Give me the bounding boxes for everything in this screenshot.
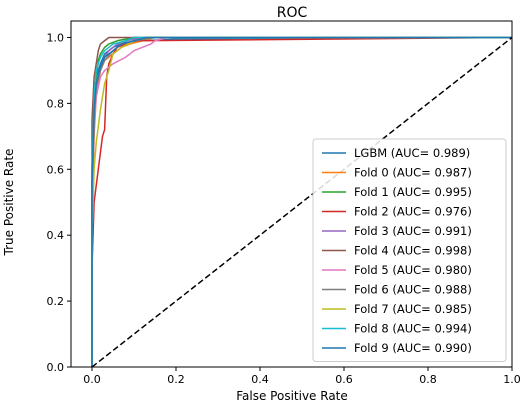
chart-title: ROC <box>277 5 308 21</box>
roc-curve-series-5 <box>91 36 512 367</box>
y-tick-label: 0.8 <box>47 97 65 110</box>
legend-entry-label: Fold 8 (AUC= 0.994) <box>354 322 472 336</box>
chance-diagonal-line <box>91 36 512 367</box>
y-tick-label: 0.6 <box>47 163 65 176</box>
plot-area <box>91 36 512 367</box>
legend-entry-label: Fold 9 (AUC= 0.990) <box>354 341 472 355</box>
x-tick-label: 1.0 <box>503 373 521 386</box>
roc-curve-series-3 <box>91 36 512 367</box>
x-axis-label: False Positive Rate <box>236 389 348 403</box>
roc-curve-series-10 <box>91 36 512 367</box>
legend-entry-label: Fold 2 (AUC= 0.976) <box>354 205 472 219</box>
legend-box <box>312 138 507 362</box>
y-tick-label: 0.2 <box>47 295 65 308</box>
y-tick-label: 0.0 <box>47 361 65 374</box>
x-tick-label: 0.8 <box>419 373 437 386</box>
y-tick-label: 0.4 <box>47 229 65 242</box>
legend-entry-label: Fold 3 (AUC= 0.991) <box>354 224 472 238</box>
legend-entry-label: Fold 7 (AUC= 0.985) <box>354 302 472 316</box>
legend: LGBM (AUC= 0.989) Fold 0 (AUC= 0.987) Fold… <box>312 138 507 362</box>
legend-entry-label: Fold 6 (AUC= 0.988) <box>354 283 472 297</box>
x-tick-label: 0.2 <box>167 373 185 386</box>
legend-entry-label: LGBM (AUC= 0.989) <box>354 146 470 160</box>
legend-entry-label: Fold 1 (AUC= 0.995) <box>354 185 472 199</box>
x-tick-label: 0.0 <box>83 373 101 386</box>
legend-entry-label: Fold 4 (AUC= 0.998) <box>354 244 472 258</box>
axis-ticks: 0.0 0.2 0.4 0.6 0.8 1.0 0.0 0.2 0.4 0.6 0.8 1.0 <box>47 31 521 386</box>
plot-frame <box>70 20 513 368</box>
x-tick-label: 0.4 <box>251 373 269 386</box>
legend-entry-label: Fold 0 (AUC= 0.987) <box>354 166 472 180</box>
legend-entry-label: Fold 5 (AUC= 0.980) <box>354 263 472 277</box>
x-tick-label: 0.6 <box>335 373 353 386</box>
y-tick-label: 1.0 <box>47 31 65 44</box>
y-axis-label: True Positive Rate <box>2 149 16 257</box>
